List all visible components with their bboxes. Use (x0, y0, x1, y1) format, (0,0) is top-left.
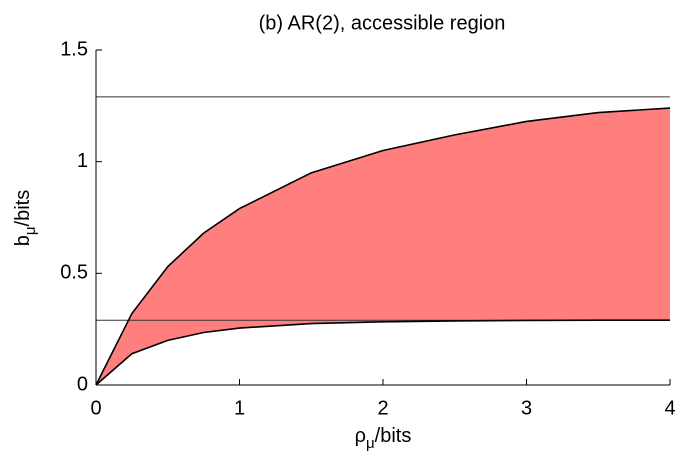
x-tick-label: 0 (90, 397, 101, 419)
chart-title: (b) AR(2), accessible region (259, 12, 506, 34)
x-tick-label: 4 (664, 397, 675, 419)
x-axis-label: ρμ/bits (355, 425, 412, 452)
curve (95, 319, 670, 386)
y-label-sub: μ (22, 226, 39, 235)
x-label-sub: μ (366, 435, 375, 452)
y-tick-label: 1 (77, 150, 88, 172)
y-tick-label: 1.5 (60, 38, 88, 60)
y-label-base: b (12, 235, 34, 246)
x-tick-label: 2 (377, 397, 388, 419)
y-tick-label: 0 (77, 373, 88, 395)
y-label-rest: /bits (12, 190, 34, 227)
x-label-rest: /bits (375, 425, 412, 447)
x-label-base: ρ (355, 425, 366, 447)
y-tick-label: 0.5 (60, 262, 88, 284)
x-tick-label: 1 (234, 397, 245, 419)
curve (95, 107, 671, 386)
x-tick-label: 3 (521, 397, 532, 419)
region-fill (96, 108, 670, 386)
y-axis-label: bμ/bits (12, 190, 39, 246)
